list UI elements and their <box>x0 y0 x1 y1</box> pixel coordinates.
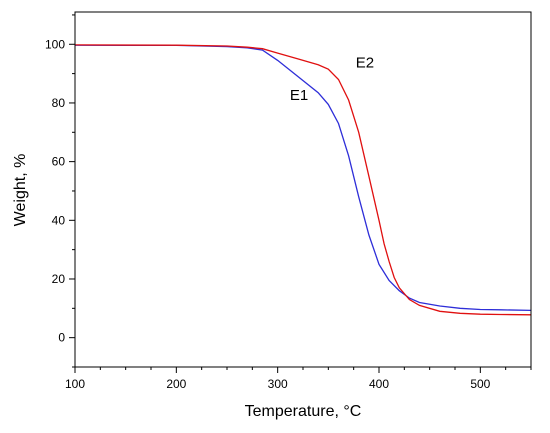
y-tick-label: 60 <box>52 155 66 169</box>
x-axis-label: Temperature, °C <box>245 403 362 420</box>
series-line-e2 <box>74 44 532 316</box>
x-tick-label: 400 <box>369 377 389 391</box>
series-label-e1: E1 <box>290 87 308 104</box>
y-tick-label: 100 <box>45 37 65 51</box>
y-tick-label: 80 <box>52 96 66 110</box>
series-line-e1 <box>74 44 532 312</box>
x-tick-label: 500 <box>470 377 490 391</box>
x-tick-label: 200 <box>166 377 186 391</box>
series-label-e2: E2 <box>356 55 374 72</box>
annotation-layer: E1 E2 <box>290 55 374 104</box>
axes-layer: 100 200 300 400 500 0 20 40 60 80 100 <box>45 14 532 391</box>
x-tick-label: 300 <box>268 377 288 391</box>
y-tick-label: 20 <box>52 272 66 286</box>
y-axis-label: Weight, % <box>12 154 29 227</box>
series-layer <box>74 44 532 316</box>
y-tick-label: 0 <box>58 331 65 345</box>
y-tick-label: 40 <box>52 213 66 227</box>
x-tick-label: 100 <box>65 377 85 391</box>
